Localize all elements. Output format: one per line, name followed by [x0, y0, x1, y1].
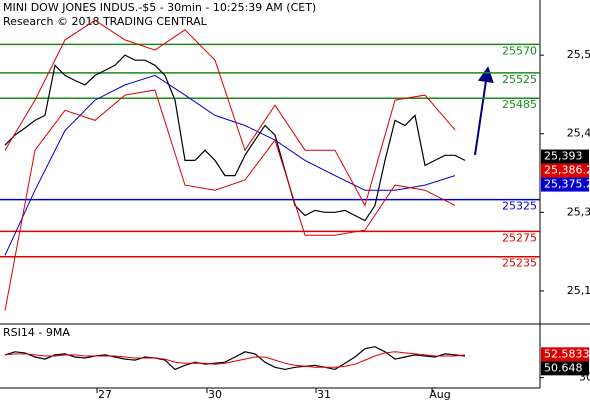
y-tick-label: 25,429 [567, 127, 590, 140]
forecast-arrow [474, 66, 494, 156]
level-label: 25570 [502, 44, 537, 57]
price-marker [541, 149, 589, 164]
level-label: 25275 [502, 231, 537, 244]
price-marker-label: 25,375.2 [544, 178, 590, 191]
price-marker-label: 25,393 [544, 150, 583, 163]
series-line [4, 54, 466, 222]
price-marker [541, 361, 589, 376]
price-marker-label: 25,386.2 [544, 164, 590, 177]
rsi-title: RSI14 - 9MA [3, 326, 70, 339]
series-line [4, 346, 466, 371]
x-tick-label: Aug [429, 388, 450, 400]
y-tick-label: 25,181 [567, 284, 590, 297]
price-marker [541, 347, 589, 362]
y-tick-label: 25,305 [567, 205, 590, 218]
chart-title: MINI DOW JONES INDUS.-$5 - 30min - 10:25… [3, 1, 316, 14]
series-line [4, 19, 456, 207]
level-label: 25525 [502, 73, 537, 86]
series-line [4, 89, 456, 311]
price-marker [541, 177, 589, 192]
price-marker-label: 52.5833 [544, 347, 590, 360]
price-marker-label: 50.648 [544, 361, 583, 374]
chart-subtitle: Research © 2018 TRADING CENTRAL [3, 15, 208, 28]
level-label: 25325 [502, 200, 537, 213]
series-line [4, 351, 466, 368]
x-tick-label: 31 [317, 388, 331, 400]
price-marker [541, 163, 589, 178]
level-label: 25485 [502, 98, 537, 111]
x-tick-label: 30 [208, 388, 222, 400]
y-tick-label: 30 [579, 371, 590, 384]
y-tick-label: 25,553 [567, 48, 590, 61]
level-label: 25235 [502, 257, 537, 270]
x-tick-label: 27 [98, 388, 112, 400]
